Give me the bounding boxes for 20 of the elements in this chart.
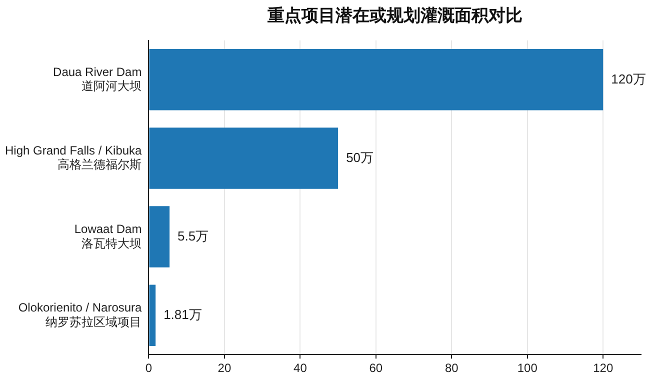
chart-title: 重点项目潜在或规划灌溉面积对比: [266, 6, 522, 25]
x-tick-label: 80: [444, 361, 459, 376]
bar: [149, 128, 338, 189]
y-tick-label: Lowaat Dam 洛瓦特大坝: [74, 222, 142, 250]
data-label: 120万: [611, 71, 646, 86]
x-tick-label: 20: [218, 361, 232, 376]
x-tick-label: 100: [517, 361, 538, 376]
y-tick-label: High Grand Falls / Kibuka 高格兰德福尔斯: [4, 143, 142, 172]
bar: [149, 284, 156, 346]
bar: [149, 49, 604, 110]
data-label: 50万: [346, 150, 374, 165]
x-tick-label: 60: [369, 361, 383, 376]
data-label: 1.81万: [164, 306, 202, 322]
x-tick-label: 40: [294, 361, 308, 376]
y-tick-label: Daua River Dam 道阿河大坝: [53, 64, 142, 94]
y-tick-label: Olokorienito / Narosura 纳罗苏拉区域项目: [18, 300, 142, 329]
data-label: 5.5万: [178, 228, 209, 244]
bar: [149, 206, 170, 268]
x-tick-label: 120: [593, 361, 614, 376]
x-tick-label: 0: [145, 361, 152, 376]
